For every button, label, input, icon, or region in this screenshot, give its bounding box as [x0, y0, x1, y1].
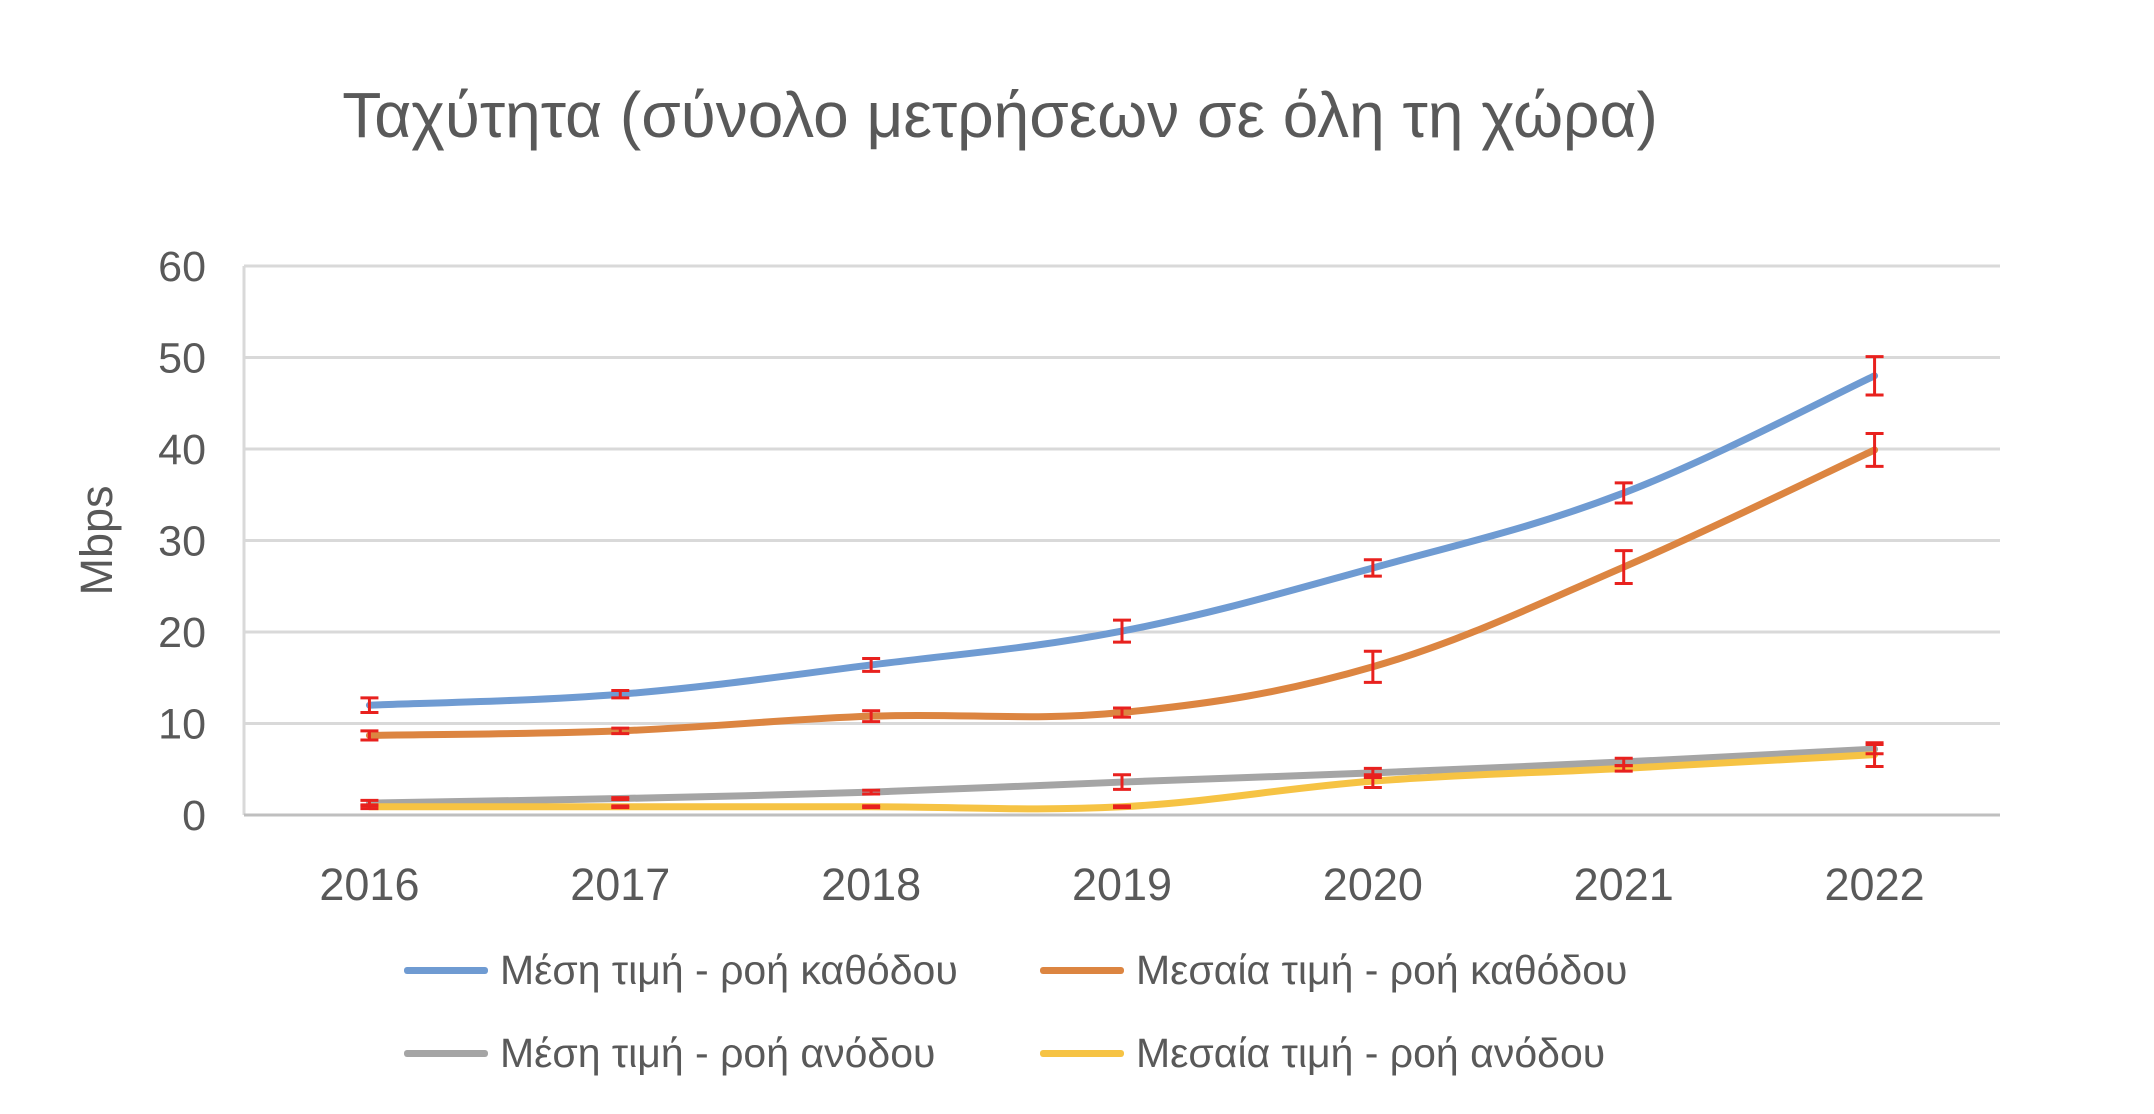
error-bar: [862, 657, 881, 673]
error-bar: [862, 788, 881, 796]
x-tick-label: 2022: [1825, 859, 1925, 910]
x-tick-label: 2018: [821, 859, 921, 910]
error-bar: [1865, 355, 1884, 397]
error-bar: [360, 803, 379, 811]
error-bar: [862, 709, 881, 724]
error-bar: [1614, 764, 1633, 773]
error-bar: [1113, 804, 1131, 810]
error-bar: [1865, 431, 1884, 468]
x-tick-label: 2021: [1574, 859, 1674, 910]
error-bar: [1363, 773, 1382, 790]
chart-title: Ταχύτητα (σύνολο μετρήσεων σε όλη τη χώρ…: [342, 79, 1658, 151]
error-bar: [611, 796, 630, 801]
x-tick-label: 2016: [319, 859, 419, 910]
y-tick-label: 10: [158, 701, 206, 749]
error-bar: [1113, 706, 1131, 719]
y-tick-label: 20: [158, 609, 206, 657]
error-bar: [611, 689, 630, 700]
y-tick-label: 50: [158, 335, 206, 383]
error-bar: [1865, 741, 1884, 769]
error-bar: [611, 804, 630, 810]
y-tick-label: 30: [158, 518, 206, 566]
x-tick-label: 2017: [570, 859, 670, 910]
error-bar: [360, 729, 379, 742]
y-tick-label: 40: [158, 426, 206, 474]
y-tick-label: 60: [158, 243, 206, 291]
error-bar: [360, 696, 379, 715]
x-tick-label: 2020: [1323, 859, 1423, 910]
y-tick-label: 0: [182, 792, 206, 840]
error-bar: [1614, 549, 1633, 586]
error-bar: [1363, 558, 1382, 578]
error-bar: [1363, 649, 1382, 684]
error-bar: [862, 804, 881, 810]
error-bar: [1614, 481, 1633, 505]
error-bar: [611, 726, 630, 736]
error-bar: [1113, 773, 1131, 791]
x-tick-label: 2019: [1072, 859, 1172, 910]
y-axis-label: Mbps: [71, 485, 122, 595]
error-bar: [1113, 618, 1131, 644]
